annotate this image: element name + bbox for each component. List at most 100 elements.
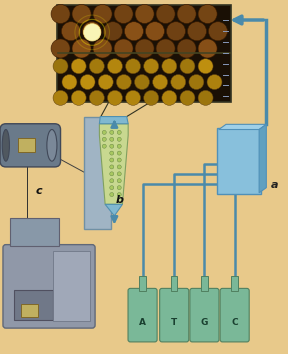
Polygon shape bbox=[219, 124, 266, 130]
Circle shape bbox=[144, 59, 159, 74]
Circle shape bbox=[180, 59, 195, 74]
Circle shape bbox=[117, 179, 121, 183]
Circle shape bbox=[198, 39, 217, 58]
Circle shape bbox=[110, 130, 114, 135]
Circle shape bbox=[177, 5, 196, 23]
Polygon shape bbox=[99, 124, 128, 204]
Circle shape bbox=[117, 137, 121, 141]
Text: A: A bbox=[139, 318, 146, 327]
Circle shape bbox=[61, 22, 80, 41]
Circle shape bbox=[117, 130, 121, 135]
Circle shape bbox=[51, 5, 70, 23]
FancyBboxPatch shape bbox=[190, 289, 219, 342]
Circle shape bbox=[171, 75, 186, 90]
Ellipse shape bbox=[2, 130, 10, 161]
Circle shape bbox=[135, 5, 154, 23]
Circle shape bbox=[207, 75, 222, 90]
Circle shape bbox=[117, 158, 121, 162]
FancyBboxPatch shape bbox=[21, 304, 38, 317]
Circle shape bbox=[107, 90, 122, 105]
Circle shape bbox=[89, 90, 104, 105]
FancyBboxPatch shape bbox=[18, 138, 35, 152]
Text: T: T bbox=[171, 318, 177, 327]
Circle shape bbox=[126, 90, 141, 105]
Circle shape bbox=[145, 22, 164, 41]
FancyBboxPatch shape bbox=[171, 276, 177, 291]
Circle shape bbox=[89, 59, 104, 74]
Circle shape bbox=[117, 144, 121, 148]
Circle shape bbox=[162, 90, 177, 105]
Circle shape bbox=[114, 39, 133, 58]
Circle shape bbox=[116, 75, 131, 90]
Circle shape bbox=[153, 75, 168, 90]
Circle shape bbox=[51, 39, 70, 58]
Ellipse shape bbox=[47, 130, 57, 161]
FancyBboxPatch shape bbox=[56, 5, 232, 102]
Circle shape bbox=[198, 5, 217, 23]
Circle shape bbox=[117, 172, 121, 176]
Circle shape bbox=[107, 59, 122, 74]
Circle shape bbox=[110, 158, 114, 162]
Circle shape bbox=[71, 90, 86, 105]
Circle shape bbox=[134, 75, 149, 90]
Polygon shape bbox=[99, 116, 128, 124]
Circle shape bbox=[117, 165, 121, 169]
Circle shape bbox=[102, 144, 106, 148]
FancyBboxPatch shape bbox=[201, 276, 208, 291]
FancyBboxPatch shape bbox=[53, 251, 90, 321]
Circle shape bbox=[53, 90, 68, 105]
Circle shape bbox=[198, 90, 213, 105]
Circle shape bbox=[53, 59, 68, 74]
FancyBboxPatch shape bbox=[139, 276, 146, 291]
FancyBboxPatch shape bbox=[10, 218, 59, 246]
FancyBboxPatch shape bbox=[0, 124, 60, 167]
Circle shape bbox=[110, 137, 114, 141]
Polygon shape bbox=[259, 124, 266, 193]
Text: c: c bbox=[36, 187, 42, 196]
Circle shape bbox=[198, 59, 213, 74]
Circle shape bbox=[110, 179, 114, 183]
FancyBboxPatch shape bbox=[3, 245, 95, 328]
Circle shape bbox=[189, 75, 204, 90]
Circle shape bbox=[93, 5, 112, 23]
FancyBboxPatch shape bbox=[232, 276, 238, 291]
Circle shape bbox=[209, 22, 228, 41]
Circle shape bbox=[135, 39, 154, 58]
Circle shape bbox=[62, 75, 77, 90]
Circle shape bbox=[110, 172, 114, 176]
Circle shape bbox=[166, 22, 185, 41]
Circle shape bbox=[80, 75, 95, 90]
FancyBboxPatch shape bbox=[220, 289, 249, 342]
Text: G: G bbox=[201, 318, 208, 327]
Circle shape bbox=[72, 39, 91, 58]
Text: a: a bbox=[271, 180, 278, 190]
Circle shape bbox=[110, 151, 114, 155]
Circle shape bbox=[102, 137, 106, 141]
Circle shape bbox=[110, 165, 114, 169]
FancyBboxPatch shape bbox=[14, 290, 53, 320]
Circle shape bbox=[103, 22, 122, 41]
Polygon shape bbox=[105, 204, 122, 216]
Circle shape bbox=[156, 39, 175, 58]
Circle shape bbox=[126, 59, 141, 74]
Circle shape bbox=[110, 193, 114, 196]
FancyBboxPatch shape bbox=[128, 289, 157, 342]
Text: C: C bbox=[231, 318, 238, 327]
Circle shape bbox=[124, 22, 143, 41]
Circle shape bbox=[162, 59, 177, 74]
Circle shape bbox=[187, 22, 206, 41]
Circle shape bbox=[102, 130, 106, 135]
Circle shape bbox=[98, 75, 113, 90]
Circle shape bbox=[82, 22, 101, 41]
Circle shape bbox=[177, 39, 196, 58]
Circle shape bbox=[93, 39, 112, 58]
Circle shape bbox=[117, 151, 121, 155]
Circle shape bbox=[110, 144, 114, 148]
Circle shape bbox=[156, 5, 175, 23]
FancyBboxPatch shape bbox=[160, 289, 189, 342]
Circle shape bbox=[114, 5, 133, 23]
FancyBboxPatch shape bbox=[217, 128, 261, 194]
Text: b: b bbox=[115, 195, 124, 205]
Circle shape bbox=[84, 24, 101, 41]
Circle shape bbox=[117, 185, 121, 190]
